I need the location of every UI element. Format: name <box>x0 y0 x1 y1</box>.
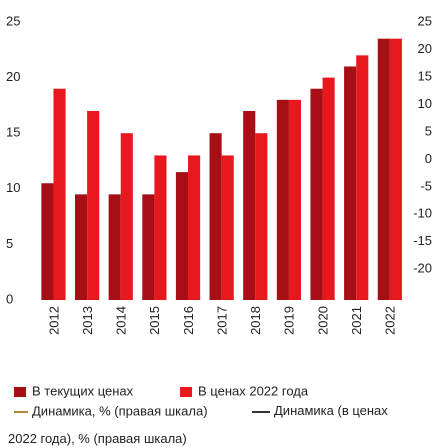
x-tick-label: 2017 <box>214 306 229 335</box>
bar <box>243 110 256 301</box>
y2-tick-label: 5 <box>425 123 432 138</box>
x-tick-label: 2022 <box>383 306 398 335</box>
legend-swatch <box>180 387 192 397</box>
legend-label: Динамика (в ценах 2022 года), % (правая … <box>8 403 391 446</box>
bar <box>255 133 268 300</box>
y2-tick-label: -10 <box>413 206 432 221</box>
bar <box>142 194 155 300</box>
bar <box>87 110 100 301</box>
x-tick-label: 2020 <box>315 306 330 335</box>
x-tick-label: 2015 <box>147 306 162 335</box>
x-tick-label: 2018 <box>248 306 263 335</box>
bar <box>120 133 133 300</box>
bar <box>322 77 335 300</box>
y2-tick-label: 15 <box>418 68 432 83</box>
bar <box>41 183 54 300</box>
y2-tick-label: 10 <box>418 96 432 111</box>
y2-tick-label: -5 <box>420 178 432 193</box>
y-tick-label: 25 <box>6 13 20 28</box>
bar <box>53 88 66 300</box>
x-tick-label: 2013 <box>80 306 95 335</box>
bar <box>276 99 289 300</box>
bar <box>344 66 357 300</box>
y2-tick-label: -15 <box>413 233 432 248</box>
legend-label: Динамика, % (правая шкала) <box>32 403 208 418</box>
legend-label: В текущих ценах <box>32 383 134 398</box>
legend-swatch <box>14 387 26 397</box>
legend-label-line: Динамика (в ценах <box>274 403 391 418</box>
bar <box>377 38 390 301</box>
bar <box>356 55 369 300</box>
bar <box>221 155 234 300</box>
x-tick-label: 2014 <box>114 306 129 335</box>
bar <box>188 155 201 300</box>
x-tick-label: 2019 <box>282 306 297 335</box>
x-tick-label: 2021 <box>349 306 364 335</box>
bar <box>288 99 302 300</box>
legend-label-line: 2022 года), % (правая шкала) <box>8 431 187 446</box>
y-tick-label: 5 <box>6 236 13 251</box>
bar <box>175 172 189 300</box>
bar <box>75 194 88 300</box>
y-tick-label: 15 <box>6 125 20 140</box>
bar <box>209 133 222 300</box>
x-tick-label: 2016 <box>181 306 196 335</box>
y2-tick-label: 20 <box>418 41 432 56</box>
bar <box>154 155 167 300</box>
y-tick-label: 0 <box>6 291 13 306</box>
bar <box>108 194 121 300</box>
y2-tick-label: -20 <box>413 261 432 276</box>
bar <box>389 38 402 301</box>
x-tick-label: 2012 <box>46 306 61 335</box>
bar <box>310 88 323 300</box>
y-tick-label: 20 <box>6 69 20 84</box>
y2-tick-label: 0 <box>425 151 432 166</box>
y2-tick-label: 25 <box>418 13 432 28</box>
y-tick-label: 10 <box>6 180 20 195</box>
legend-label: В ценах 2022 года <box>198 383 309 398</box>
